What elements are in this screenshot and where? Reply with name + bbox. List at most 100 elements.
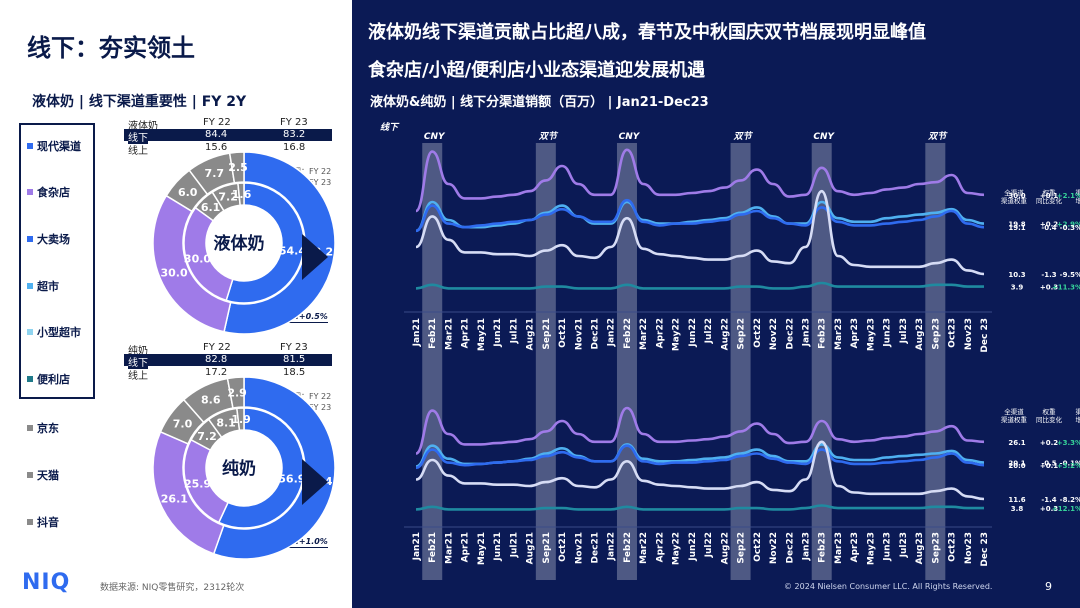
month-tick-label: Jul23 [899, 532, 909, 558]
arrow-icon [302, 459, 328, 505]
table-header: 渠道权重 [1001, 415, 1028, 424]
month-tick-label: Dec 23 [980, 318, 990, 353]
donut-center-label: 液体奶 [214, 233, 265, 254]
table-header: 渠道 [1076, 407, 1080, 416]
slice-label: 7.0 [173, 417, 193, 430]
holiday-label: CNY [424, 132, 446, 142]
donut-chart: 55.426.17.08.62.956.925.97.28.11.9纯奶 [152, 376, 336, 560]
table-header: 增速 [1076, 415, 1080, 424]
month-tick-label: Jun22 [688, 318, 698, 348]
month-tick-label: Dec 23 [980, 532, 990, 567]
month-tick-label: Nov22 [769, 532, 779, 564]
month-tick-label: Oct22 [753, 532, 763, 562]
month-tick-label: Dec21 [591, 532, 601, 563]
donut-center-label: 纯奶 [222, 458, 256, 479]
month-tick-label: Feb23 [818, 318, 828, 349]
page-title: 线下：夯实领土 [27, 34, 195, 62]
legend-swatch [27, 283, 33, 289]
month-tick-label: Jun21 [493, 318, 503, 348]
slice-label: 7.7 [205, 167, 225, 180]
slice-label: 54.4 [279, 244, 306, 257]
month-tick-label: Dec22 [785, 318, 795, 349]
month-tick-label: Oct21 [558, 318, 568, 348]
series-weight: 11.6 [1008, 496, 1025, 504]
legend-item: 超市 [27, 278, 59, 294]
slice-label: 8.6 [201, 394, 221, 407]
slice-label: 1.6 [232, 188, 252, 201]
table-fy22-header: FY 22 [203, 342, 231, 353]
series-growth: +2.9% [1057, 221, 1080, 229]
month-tick-label: Jan22 [607, 318, 617, 347]
slice-label: 56.9 [278, 473, 305, 486]
series-line [415, 189, 985, 276]
table-header: 全渠道 [1004, 407, 1024, 416]
month-tick-label: Nov21 [574, 318, 584, 350]
month-tick-label: Jul23 [899, 318, 909, 344]
table-row-label: 线上 [128, 146, 148, 157]
series-growth: +3.3% [1057, 439, 1080, 447]
month-tick-label: Apr21 [461, 532, 471, 562]
inner-ring-note: 内圈：FY 22 [285, 167, 332, 176]
table-fy22-value: 82.8 [205, 354, 228, 365]
series-weight-change: -1.4 [1041, 496, 1056, 504]
month-tick-label: Jul22 [704, 532, 714, 558]
series-weight: 19.8 [1008, 221, 1025, 229]
series-line [415, 504, 984, 511]
series-weight-change: -0.5 [1041, 460, 1056, 468]
month-tick-label: Sep23 [931, 532, 941, 564]
holiday-band [925, 143, 946, 580]
table-row-highlight [124, 354, 332, 366]
slice-label: 2.5 [228, 161, 248, 174]
series-growth: -8.2% [1060, 496, 1080, 504]
legend-swatch [27, 376, 33, 382]
data-source: 数据来源: NIQ零售研究，2312轮次 [100, 583, 245, 593]
month-tick-label: May22 [672, 318, 682, 351]
series-weight: 19.1 [1008, 224, 1025, 232]
table-header: 同比变化 [1036, 196, 1063, 205]
table-fy22-value: 84.4 [205, 129, 228, 140]
outer-ring-slice [212, 376, 336, 560]
series-growth: +11.3% [1052, 284, 1080, 292]
table-fy23-value: 16.8 [283, 142, 306, 153]
slice-label: 1.9 [231, 413, 251, 426]
table-fy22-value: 15.6 [205, 142, 228, 153]
table-fy23-value: 81.5 [283, 354, 306, 365]
month-tick-label: May21 [477, 532, 487, 565]
month-tick-label: Feb21 [428, 532, 438, 563]
month-tick-label: Aug21 [526, 532, 536, 564]
inner-ring-slice [237, 182, 245, 207]
month-tick-label: Nov23 [964, 318, 974, 350]
legend-item: 食杂店 [27, 184, 70, 200]
table-row-label: 线下 [128, 354, 148, 369]
series-weight-change: +0.1 [1040, 192, 1058, 200]
series-growth: -0.3% [1060, 224, 1080, 232]
month-tick-label: Feb23 [818, 532, 828, 563]
month-tick-label: Mar21 [444, 318, 454, 350]
table-header: 全渠道 [1004, 188, 1024, 197]
outer-ring-slice [223, 151, 336, 335]
legend-label: 便利店 [37, 373, 70, 386]
legend-item: 小型超市 [27, 324, 81, 340]
table-fy23-header: FY 23 [280, 342, 308, 353]
month-tick-label: Dec22 [785, 532, 795, 563]
holiday-band [730, 143, 751, 580]
month-tick-label: Aug21 [526, 318, 536, 350]
series-line [415, 198, 985, 233]
month-tick-label: Jun23 [883, 318, 893, 348]
month-tick-label: Nov22 [769, 318, 779, 350]
legend-item: 便利店 [27, 371, 70, 387]
slice-label: 30.0 [184, 252, 211, 265]
inner-ring-slice [217, 407, 305, 529]
holiday-band [811, 143, 832, 580]
month-tick-label: Sep22 [737, 318, 747, 350]
legend-swatch [27, 519, 33, 525]
month-tick-label: Sep21 [542, 532, 552, 564]
series-growth: +3.2% [1057, 462, 1080, 470]
table-col-header: 液体奶 [128, 121, 158, 132]
month-tick-label: Nov21 [574, 532, 584, 564]
series-weight-change: +0.3 [1040, 284, 1058, 292]
month-tick-label: Mar22 [639, 318, 649, 350]
channel-sales-line-charts: 线下 CNY 双节 CNY 双节 CNY 双节 Jan21 Feb21 Mar21 Apr21 May… [380, 122, 1080, 580]
month-tick-label: Mar21 [444, 532, 454, 564]
